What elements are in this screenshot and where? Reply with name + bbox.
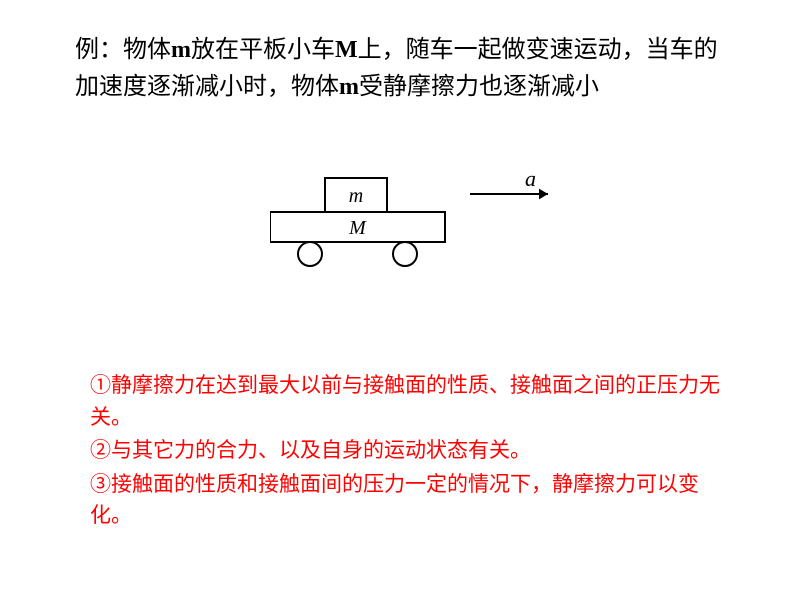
bold-variable: m <box>171 37 191 63</box>
conclusion-notes: ①静摩擦力在达到最大以前与接触面的性质、接触面之间的正压力无关。②与其它力的合力… <box>90 370 730 534</box>
note-item-3: ③接触面的性质和接触面间的压力一定的情况下，静摩擦力可以变化。 <box>90 469 730 532</box>
note-item-1: ①静摩擦力在达到最大以前与接触面的性质、接触面之间的正压力无关。 <box>90 370 730 433</box>
block-label: m <box>349 185 363 207</box>
wheel-left <box>298 242 322 266</box>
problem-text: 受静摩擦力也逐渐减小 <box>359 74 599 100</box>
acceleration-label: a <box>525 170 536 191</box>
acceleration-arrow-head <box>539 189 548 200</box>
physics-diagram: Mm a <box>270 170 570 290</box>
bold-variable: m <box>339 74 359 100</box>
problem-text: 例：物体 <box>75 37 171 63</box>
problem-statement: 例：物体m放在平板小车M上，随车一起做变速运动，当车的加速度逐渐减小时，物体m受… <box>75 32 730 106</box>
bold-variable: M <box>335 37 358 63</box>
note-item-2: ②与其它力的合力、以及自身的运动状态有关。 <box>90 435 730 467</box>
cart-label: M <box>348 217 367 239</box>
wheel-right <box>393 242 417 266</box>
problem-text: 放在平板小车 <box>191 37 335 63</box>
